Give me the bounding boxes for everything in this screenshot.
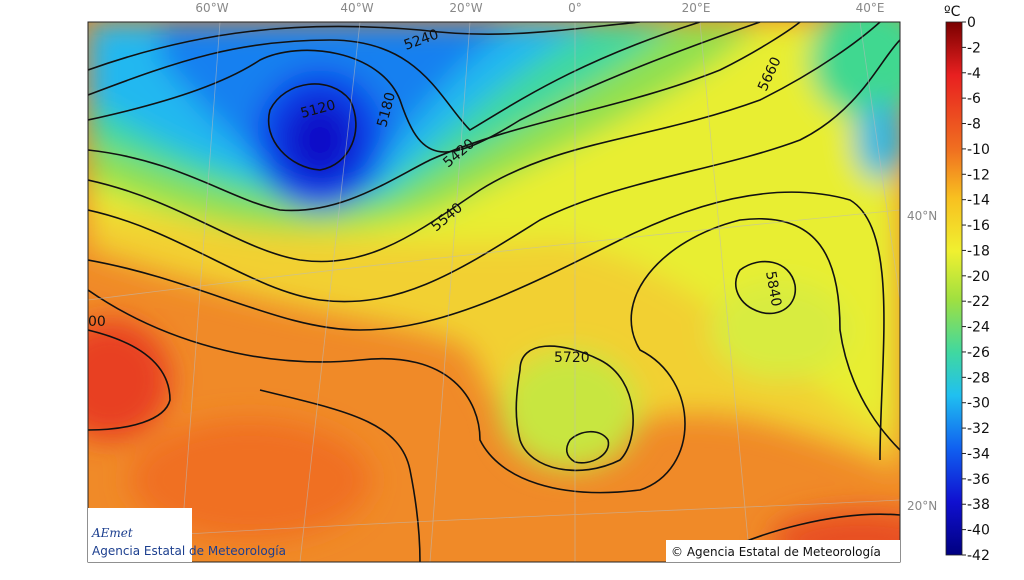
colorbar-tick-label: -32 xyxy=(967,421,990,437)
colorbar-tick-label: -12 xyxy=(967,167,990,183)
colorbar-ticks: 0 -2 -4 -6 -8 -10 -12 -14 -16 -18 -20 -22 -24 -26 -28 -… xyxy=(962,15,990,564)
copyright: © Agencia Estatal de Meteorología xyxy=(671,545,881,559)
colorbar-tick-label: -22 xyxy=(967,294,990,310)
map-frame xyxy=(87,21,901,563)
colorbar-tick-label: -10 xyxy=(967,142,990,158)
graticule xyxy=(88,22,900,562)
colorbar-tick-label: -38 xyxy=(967,497,990,513)
colorbar xyxy=(945,21,963,556)
colorbar-tick-label: -16 xyxy=(967,218,990,234)
colorbar-tick-label: -20 xyxy=(967,269,990,285)
map-field xyxy=(88,22,900,562)
latitude-label: 40°N xyxy=(907,209,937,223)
contour-label: 5720 xyxy=(554,350,590,366)
logo: AEmet Agencia Estatal de Meteorología xyxy=(88,508,286,562)
contour-label: 5840 xyxy=(762,270,784,308)
longitude-label: 40°E xyxy=(856,1,885,15)
longitude-label: 20°W xyxy=(449,1,482,15)
colorbar-tick-label: -18 xyxy=(967,243,990,259)
colorbar-tick-label: -2 xyxy=(967,40,981,56)
colorbar-tick-label: -26 xyxy=(967,345,990,361)
logo-subtitle: Agencia Estatal de Meteorología xyxy=(92,544,286,558)
latitude-label: 20°N xyxy=(907,499,937,513)
copyright-box xyxy=(666,540,900,562)
contours xyxy=(88,22,900,562)
contour-label: 00 xyxy=(88,314,106,330)
logo-name: AEmet xyxy=(91,526,133,540)
colorbar-unit: ºC xyxy=(944,4,961,20)
colorbar-tick-label: -34 xyxy=(967,446,990,462)
colorbar-tick-label: -6 xyxy=(967,91,981,107)
colorbar-tick-label: -28 xyxy=(967,370,990,386)
longitude-labels: 60°W 40°W 20°W 0° 20°E 40°E xyxy=(195,1,884,15)
colorbar-tick-label: 0 xyxy=(967,15,976,31)
longitude-label: 60°W xyxy=(195,1,228,15)
longitude-label: 40°W xyxy=(340,1,373,15)
longitude-label: 0° xyxy=(568,1,582,15)
colorbar-tick-label: -24 xyxy=(967,320,990,336)
colorbar-tick-label: -30 xyxy=(967,396,990,412)
colorbar-tick-label: -8 xyxy=(967,117,981,133)
colorbar-tick-label: -36 xyxy=(967,472,990,488)
colorbar-tick-label: -40 xyxy=(967,523,990,539)
colorbar-tick-label: -14 xyxy=(967,193,990,209)
longitude-label: 20°E xyxy=(682,1,711,15)
colorbar-tick-label: -42 xyxy=(967,548,990,564)
colorbar-tick-label: -4 xyxy=(967,66,981,82)
